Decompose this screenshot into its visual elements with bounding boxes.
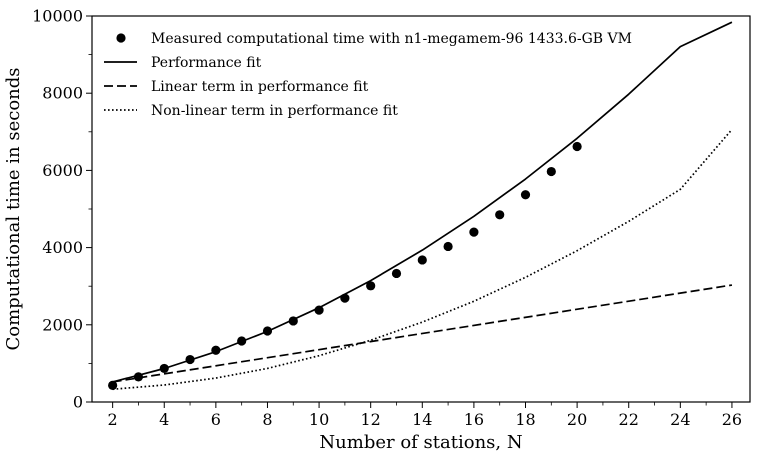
x-tick-label: 10 (309, 410, 329, 429)
legend-label: Measured computational time with n1-mega… (151, 31, 632, 47)
x-tick-label: 14 (412, 410, 432, 429)
y-tick-label: 10000 (32, 7, 83, 26)
series-line-solid (112, 21, 733, 383)
data-point (546, 166, 556, 177)
data-point (443, 241, 453, 252)
x-axis: 2 4 6 8 10 12 14 16 18 20 22 24 26 (108, 402, 742, 429)
data-point (572, 141, 582, 152)
y-tick-label: 4000 (42, 238, 83, 257)
series-line-dotted (112, 128, 733, 391)
x-tick-label: 22 (619, 410, 639, 429)
x-tick-label: 18 (515, 410, 535, 429)
y-tick-label: 8000 (42, 84, 83, 103)
series-line-dashed (112, 284, 733, 383)
data-point (108, 380, 118, 391)
data-point (391, 268, 402, 279)
x-tick-label: 24 (670, 410, 690, 429)
y-tick-label: 0 (73, 393, 83, 412)
legend-label: Linear term in performance fit (151, 79, 369, 95)
series-layer (108, 21, 733, 391)
x-tick-label: 6 (211, 410, 221, 429)
data-point (520, 190, 531, 200)
y-tick-label: 2000 (42, 315, 83, 334)
x-tick-label: 2 (108, 410, 118, 429)
data-point (495, 210, 505, 220)
y-tick-label: 6000 (42, 161, 83, 180)
x-axis-title: Number of stations, N (319, 432, 522, 453)
x-tick-label: 8 (262, 410, 272, 429)
data-point (366, 281, 376, 291)
legend-label: Non-linear term in performance fit (151, 103, 398, 119)
x-tick-label: 12 (361, 410, 381, 429)
data-point (469, 227, 479, 237)
legend-label: Performance fit (151, 55, 262, 71)
x-tick-label: 20 (567, 410, 587, 429)
x-tick-label: 16 (464, 410, 484, 429)
x-tick-label: 4 (159, 410, 169, 429)
data-point (417, 255, 427, 265)
x-tick-label: 26 (722, 410, 742, 429)
legend-marker (116, 33, 126, 43)
y-axis: 0 2000 4000 6000 8000 10000 (32, 7, 92, 412)
y-axis-title: Computational time in seconds (3, 67, 24, 350)
legend: Measured computational time with n1-mega… (104, 31, 632, 119)
